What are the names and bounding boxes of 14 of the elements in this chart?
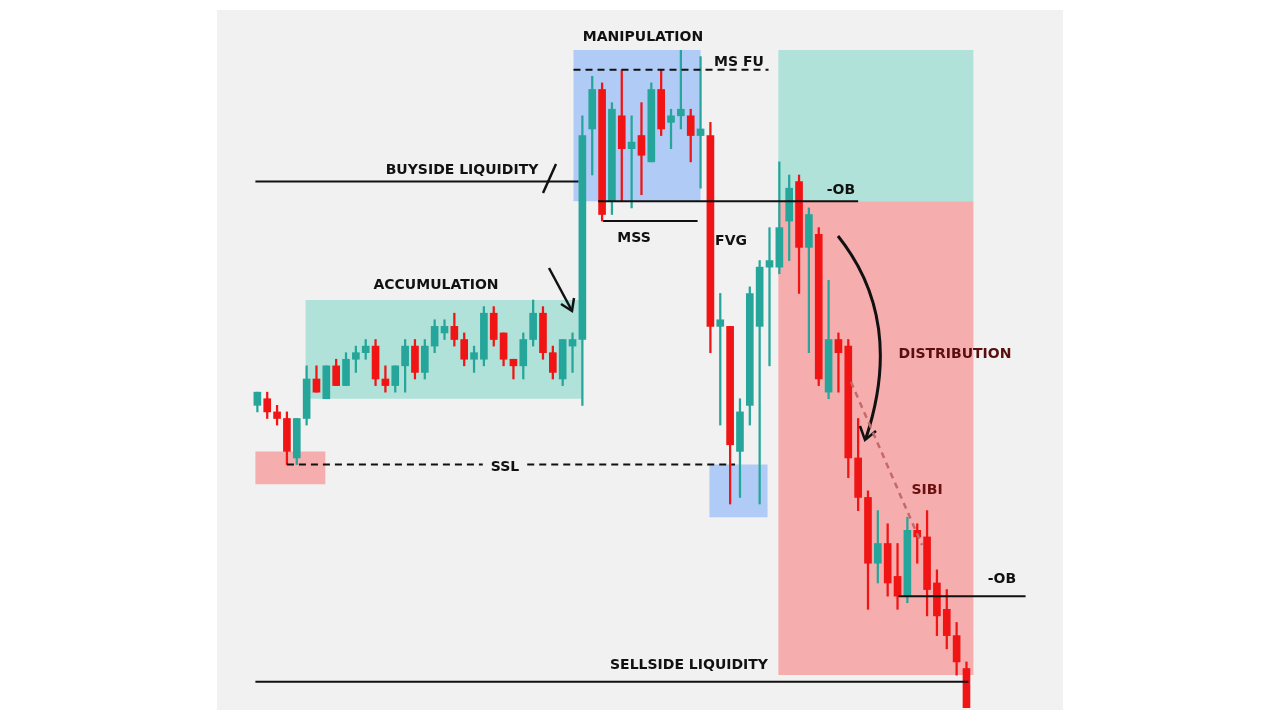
- candlestick: [834, 332, 843, 393]
- band-label: MANIPULATION: [582, 27, 704, 44]
- candlestick: [637, 102, 646, 196]
- ref-line-label: BUYSIDE LIQUIDITY: [385, 160, 540, 177]
- band-label: DISTRIBUTION: [898, 344, 1012, 361]
- annotation: FVG: [715, 231, 747, 248]
- ref-line-label: SELLSIDE LIQUIDITY: [610, 655, 769, 672]
- annotation: SIBI: [911, 480, 943, 497]
- band-label: ACCUMULATION: [373, 275, 499, 292]
- ref-line-label: SSL: [490, 457, 520, 474]
- ref-line-label: -OB: [987, 569, 1017, 586]
- ref-line-label: -OB: [826, 180, 856, 197]
- ref-line-label: MSS: [617, 228, 651, 245]
- ref-line-label: MS FU: [714, 52, 764, 69]
